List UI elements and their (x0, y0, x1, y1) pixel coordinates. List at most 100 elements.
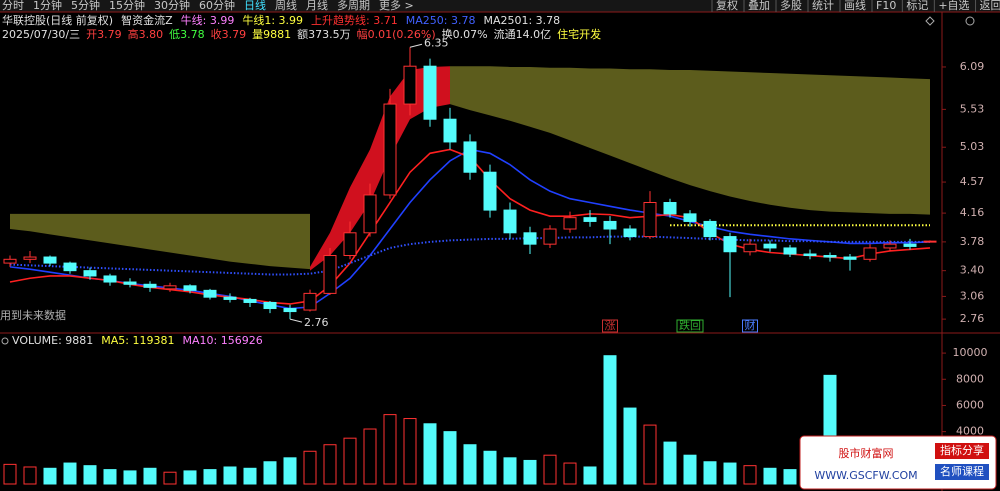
toolbar-button[interactable]: 画线 (844, 0, 866, 12)
volume-bar (343, 437, 357, 485)
candle-body (783, 247, 797, 255)
y-tick-label: 6.09 (960, 60, 985, 73)
info-text: 低3.78 (169, 28, 205, 41)
volume-bar (383, 414, 397, 485)
info-text: 2025/07/30/三 (2, 28, 80, 41)
candle-body (583, 217, 597, 222)
toolbar-button[interactable]: 复权 (716, 0, 738, 12)
watermark-tag[interactable]: 指标分享 (940, 443, 984, 457)
volume-bar (743, 465, 757, 485)
info-text: 住宅开发 (557, 27, 601, 41)
volume-bar (643, 424, 657, 485)
timeframe-tab[interactable]: 30分钟 (154, 0, 190, 12)
volume-bar (523, 459, 537, 485)
info-text: 智资金流Z (121, 13, 173, 27)
timeframe-tab[interactable]: 多周期 (337, 0, 370, 12)
volume-bar (143, 467, 157, 485)
info-text: 上升趋势线: 3.71 (311, 13, 398, 27)
candle-body (343, 232, 357, 257)
timeframe-tab[interactable]: 5分钟 (71, 0, 100, 12)
candle-body (823, 255, 837, 258)
candle-body (643, 202, 657, 238)
volume-bar (243, 467, 257, 485)
volume-bar (503, 457, 517, 485)
candle-body (383, 103, 397, 196)
candle-body (43, 256, 57, 264)
candle-body (763, 243, 777, 249)
candle-body (163, 285, 177, 290)
watermark-tag[interactable]: 名师课程 (940, 464, 984, 478)
candle-body (203, 289, 217, 298)
toolbar-button[interactable]: F10 (876, 0, 896, 12)
toolbar-button[interactable]: +自选 (938, 0, 969, 12)
volume-header: VOLUME: 9881 (12, 334, 93, 347)
y-tick-label: 6000 (956, 398, 984, 411)
toolbar-button[interactable]: 叠加 (748, 0, 770, 12)
candle-body (63, 262, 77, 272)
candle-body (103, 275, 117, 283)
timeframe-tab[interactable]: 15分钟 (109, 0, 145, 12)
timeframe-tab[interactable]: 1分钟 (33, 0, 62, 12)
icon[interactable] (925, 16, 935, 26)
candle-body (923, 240, 937, 243)
volume-bar (563, 462, 577, 485)
candle-body (123, 281, 137, 285)
volume-bar (583, 466, 597, 485)
volume-bar (323, 444, 337, 485)
toolbar-button[interactable]: 返回 (980, 0, 1000, 12)
indicator-band (10, 213, 310, 270)
event-marker: 财 (745, 318, 756, 332)
info-text: 流通14.0亿 (494, 27, 552, 41)
y-tick-label: 5.03 (960, 140, 985, 153)
y-tick-label: 4.57 (960, 175, 985, 188)
volume-bar (363, 428, 377, 485)
candle-body (143, 283, 157, 288)
candle-body (483, 171, 497, 211)
candle-body (623, 228, 637, 238)
toolbar-button[interactable]: 统计 (812, 0, 834, 12)
volume-bar (603, 355, 617, 485)
candle-body (223, 296, 237, 300)
volume-bar (463, 444, 477, 485)
candle-body (703, 220, 717, 238)
volume-bar (403, 418, 417, 485)
plot (3, 47, 937, 320)
candle-body (543, 228, 557, 245)
timeframe-tab[interactable]: 更多 > (379, 0, 414, 12)
y-tick-label: 10000 (953, 346, 988, 359)
event-marker: 涨 (605, 319, 616, 332)
candle-body (183, 285, 197, 291)
info-text: 量9881 (252, 28, 291, 41)
watermark-tag-bg (935, 464, 989, 480)
timeframe-tab[interactable]: 周线 (275, 0, 297, 12)
volume-bar (703, 461, 717, 485)
y-tick-label: 2.76 (960, 312, 985, 325)
toolbar-button[interactable]: 多股 (780, 0, 802, 12)
event-marker-box (742, 319, 758, 333)
volume-bar (203, 469, 217, 485)
y-tick-label: 4000 (956, 425, 984, 438)
candle-body (743, 243, 757, 253)
icon[interactable] (965, 16, 975, 26)
candle-body (563, 217, 577, 230)
timeframe-tab[interactable]: 分时 (2, 0, 24, 12)
timeframe-tab[interactable]: 月线 (306, 0, 328, 12)
info-text: MA250: 3.78 (406, 14, 476, 27)
toolbar-button[interactable]: 标记 (906, 0, 928, 12)
timeframe-tab[interactable]: 日线 (244, 0, 266, 12)
candle-body (503, 209, 517, 234)
y-tick-label: 3.40 (960, 264, 985, 277)
volume-bar (183, 470, 197, 485)
info-text: 高3.80 (128, 27, 164, 41)
volume-bar (763, 467, 777, 485)
y-tick-label: 3.06 (960, 289, 985, 302)
indicator-band (450, 66, 930, 215)
timeframe-tab[interactable]: 60分钟 (199, 0, 235, 12)
info-text: 换0.07% (442, 27, 488, 41)
candle-body (23, 256, 37, 260)
min-price-label: 2.76 (304, 316, 329, 329)
volume-bar (63, 462, 77, 485)
max-price-label: 6.35 (424, 36, 449, 49)
toolbar (0, 0, 1000, 12)
